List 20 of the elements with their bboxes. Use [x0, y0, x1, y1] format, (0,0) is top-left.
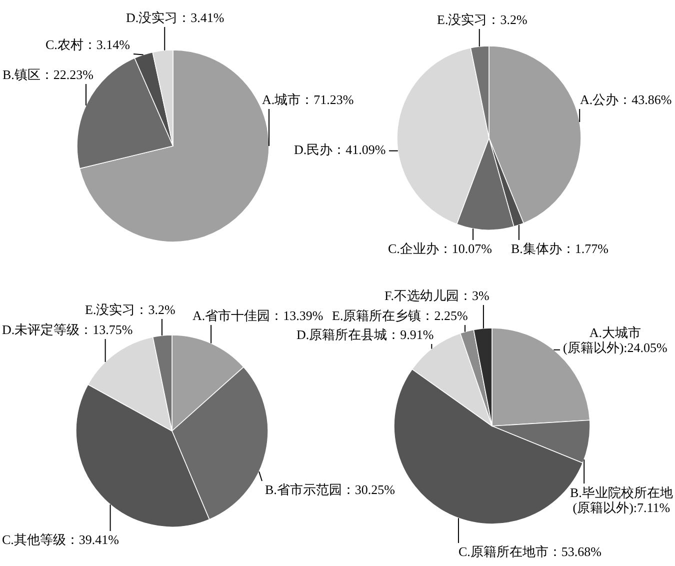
- slice-label: B.省市示范园：30.25%: [265, 482, 395, 498]
- slice-label: A.城市：71.23%: [262, 92, 354, 108]
- slice-label: D.原籍所在县城：9.91%: [296, 327, 434, 342]
- slice-label: B.集体办：1.77%: [511, 241, 608, 256]
- slice-label: C.其他等级：39.41%: [2, 532, 119, 548]
- slice-label: B.毕业院校所在地(原籍以外):7.11%: [570, 484, 673, 516]
- slice-label: D.未评定等级：13.75%: [2, 322, 133, 338]
- slice-label: E.没实习：3.2%: [85, 302, 176, 318]
- slice-label: A.大城市(原籍以外):24.05%: [563, 324, 668, 356]
- slice-label: A.公办：43.86%: [580, 92, 672, 108]
- slice-label: C.企业办：10.07%: [388, 241, 492, 256]
- slice-label: D.没实习：3.41%: [126, 10, 224, 26]
- slice-label: F.不选幼儿园：3%: [384, 288, 490, 304]
- slice-label: E.没实习：3.2%: [437, 12, 528, 28]
- slice-label: C.农村：3.14%: [46, 37, 130, 52]
- slice-label: B.镇区：22.23%: [2, 67, 94, 82]
- slice-label: E.原籍所在乡镇：2.25%: [332, 308, 468, 324]
- slice-label: D.民办：41.09%: [294, 142, 386, 158]
- slice-label: C.原籍所在地市：53.68%: [458, 544, 602, 560]
- slice-label: A.省市十佳园：13.39%: [192, 308, 324, 324]
